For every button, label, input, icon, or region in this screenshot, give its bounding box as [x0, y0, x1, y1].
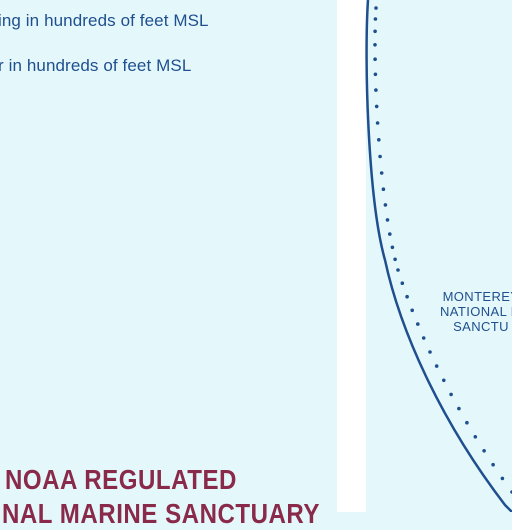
- boundary-dot: [373, 29, 377, 34]
- boundary-dot: [500, 476, 505, 481]
- boundary-dot: [421, 336, 426, 340]
- boundary-dotted-line: [373, 6, 512, 494]
- boundary-dot: [379, 171, 384, 175]
- boundary-dot: [491, 462, 495, 467]
- boundary-dot: [381, 187, 386, 191]
- map-panel-left: [0, 0, 337, 512]
- boundary-dot: [385, 218, 390, 222]
- boundary-dot: [393, 257, 397, 262]
- boundary-dot: [396, 268, 400, 272]
- boundary-dot: [378, 154, 382, 159]
- sanctuary-label: MONTEREY NATIONAL M SANCTU: [416, 289, 512, 334]
- boundary-dot: [434, 364, 439, 368]
- sanctuary-boundary: [365, 0, 512, 512]
- boundary-dot: [473, 435, 478, 439]
- boundary-dot: [377, 138, 381, 142]
- sanctuary-label-line-2: NATIONAL M: [439, 304, 512, 319]
- boundary-dot: [400, 281, 405, 286]
- boundary-dot: [383, 203, 388, 207]
- boundary-dot: [410, 308, 415, 313]
- boundary-dot: [388, 232, 392, 236]
- boundary-dot: [373, 72, 378, 77]
- noaa-notice-line-2: NAL MARINE SANCTUARY: [2, 498, 321, 529]
- boundary-dot: [390, 245, 395, 250]
- boundary-dot: [374, 6, 378, 10]
- boundary-dot: [374, 88, 378, 92]
- legend-floor-text: r in hundreds of feet MSL: [0, 56, 192, 75]
- legend-ceiling-text: ing in hundreds of feet MSL: [0, 11, 209, 30]
- noaa-notice-line-1: NOAA REGULATED: [5, 464, 237, 495]
- boundary-dot: [373, 17, 378, 21]
- boundary-dot: [374, 104, 379, 109]
- panel-divider: [337, 0, 366, 512]
- boundary-dot: [442, 378, 446, 383]
- boundary-dot: [428, 350, 432, 354]
- boundary-dot: [373, 43, 377, 47]
- boundary-dot: [375, 121, 380, 125]
- boundary-dot: [465, 420, 469, 425]
- boundary-dot: [416, 322, 420, 326]
- sanctuary-label-line-1: MONTEREY: [442, 289, 512, 304]
- boundary-solid-line: [365, 0, 512, 512]
- sanctuary-label-line-3: SANCTU: [453, 319, 509, 334]
- boundary-dot: [457, 406, 461, 411]
- map-panel-right: [366, 0, 512, 512]
- boundary-dot: [449, 392, 453, 397]
- boundary-dot: [482, 449, 486, 453]
- boundary-dot: [373, 57, 377, 61]
- boundary-dot: [405, 294, 409, 299]
